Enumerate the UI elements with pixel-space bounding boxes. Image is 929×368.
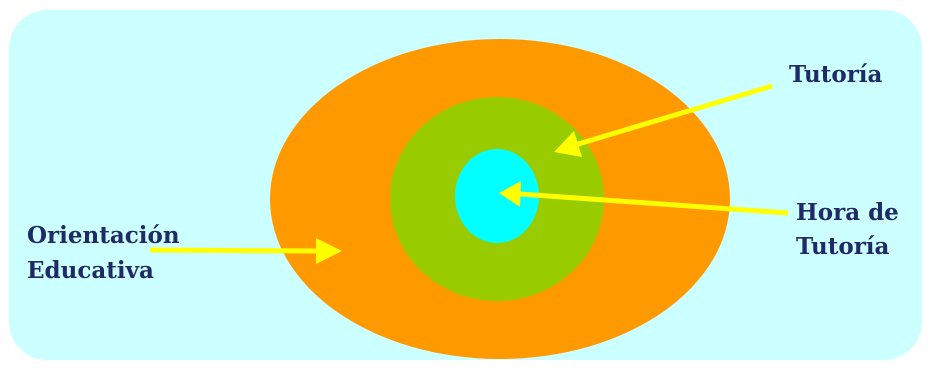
arrow-to-outer-ellipse <box>149 238 342 264</box>
arrow-to-middle-circle <box>554 83 773 157</box>
label-hora-de: Hora de <box>796 199 899 226</box>
label-orientacion: Orientación <box>27 222 180 249</box>
inner-ellipse-hora-de-tutoria <box>455 149 539 243</box>
label-tutoria-2: Tutoría <box>796 233 890 260</box>
label-tutoria: Tutoría <box>789 61 883 88</box>
arrow-to-inner-ellipse <box>499 181 789 216</box>
label-educativa: Educativa <box>27 257 154 284</box>
